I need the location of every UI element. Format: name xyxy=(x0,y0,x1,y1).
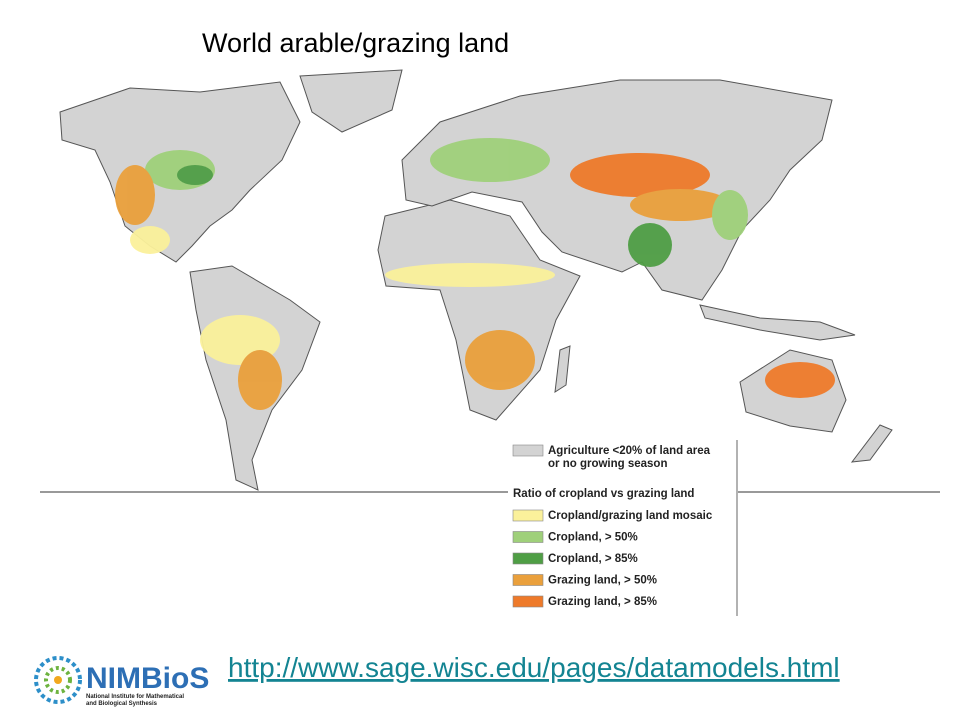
legend-swatch xyxy=(512,552,544,565)
grazing-area xyxy=(465,330,535,390)
grazing-area xyxy=(630,189,730,221)
legend-label: Cropland, > 50% xyxy=(548,532,638,544)
cropland-area xyxy=(712,190,748,240)
legend-swatch xyxy=(512,444,544,457)
logo-name: NIMBioS xyxy=(86,662,209,695)
cropland-area xyxy=(430,138,550,182)
new-zealand xyxy=(850,424,893,463)
url-link[interactable]: http://www.sage.wisc.edu/pages/datamodel… xyxy=(228,652,840,683)
logo-ring xyxy=(34,656,82,704)
cropland-area xyxy=(177,165,213,185)
grazing-area xyxy=(570,153,710,197)
logo-core xyxy=(54,676,62,684)
legend-label: Agriculture <20% of land area xyxy=(548,445,711,457)
legend-swatch xyxy=(512,595,544,608)
mosaic-area xyxy=(385,263,555,287)
world-map xyxy=(59,69,893,491)
legend-swatch xyxy=(512,509,544,522)
legend-heading: Ratio of cropland vs grazing land xyxy=(513,488,694,500)
cropland-area xyxy=(628,223,672,267)
legend-swatch xyxy=(512,574,544,586)
legend-swatch xyxy=(512,531,544,543)
legend-label: Cropland, > 85% xyxy=(548,553,638,565)
land-use-overlay xyxy=(115,138,835,410)
grazing-area xyxy=(765,362,835,398)
madagascar xyxy=(554,345,571,393)
indonesia xyxy=(699,304,856,341)
logo-ring xyxy=(44,666,72,694)
logo-subtitle: National Institute for Mathematical xyxy=(86,694,184,700)
greenland xyxy=(299,69,403,133)
logo-subtitle: and Biological Synthesis xyxy=(86,701,158,707)
legend-label: or no growing season xyxy=(548,458,667,470)
legend-label: Grazing land, > 85% xyxy=(548,596,657,608)
legend-label: Cropland/grazing land mosaic xyxy=(548,510,713,522)
grazing-area xyxy=(115,165,155,225)
title: World arable/grazing land xyxy=(202,28,509,58)
legend-label: Grazing land, > 50% xyxy=(548,575,657,587)
legend-box xyxy=(508,440,738,616)
grazing-area xyxy=(238,350,282,410)
logo: NIMBioS National Institute for Mathemati… xyxy=(34,656,209,707)
mosaic-area xyxy=(130,226,170,254)
